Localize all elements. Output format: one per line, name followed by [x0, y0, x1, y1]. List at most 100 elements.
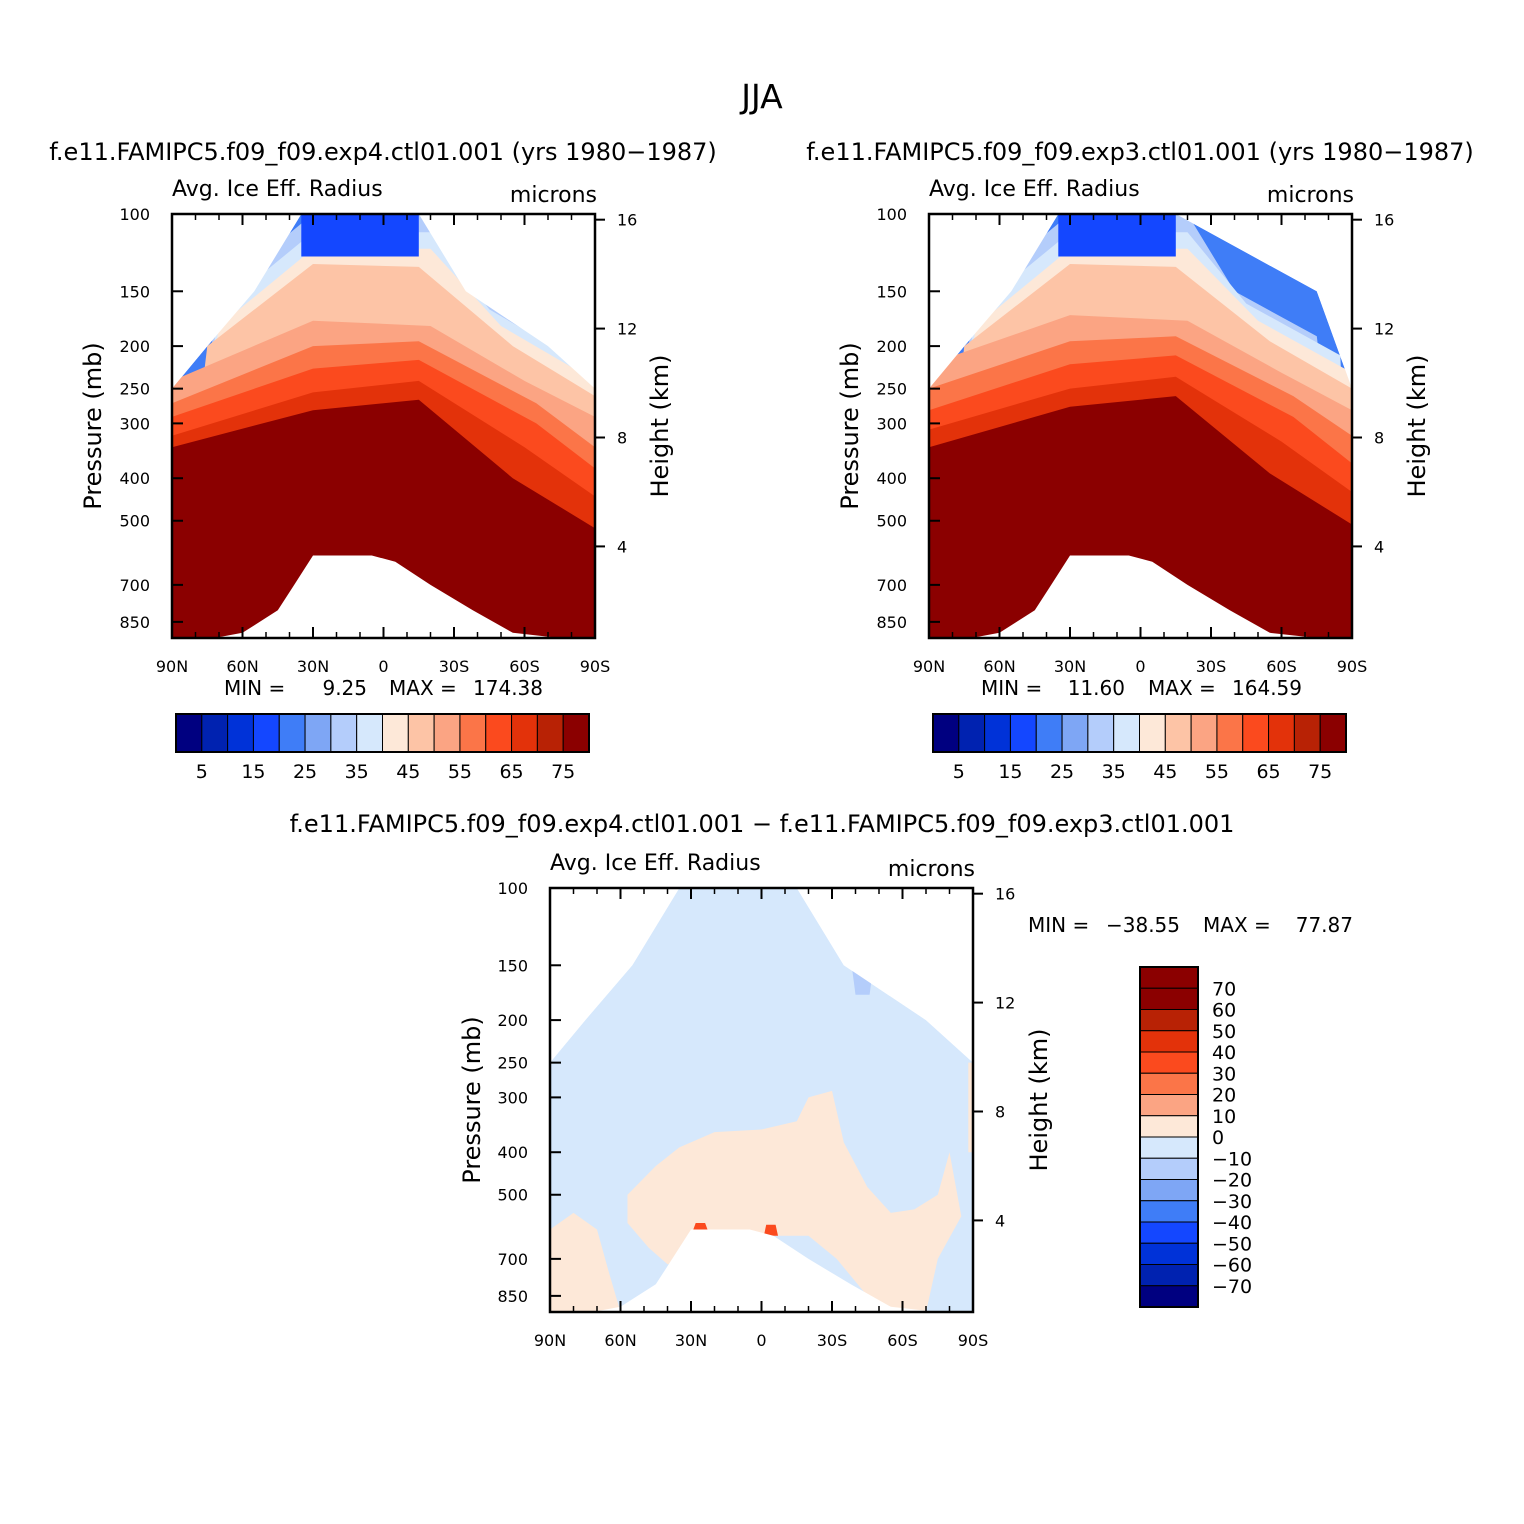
- exp4-mask-bottom: [172, 555, 595, 638]
- exp4-x-tick-label: 30N: [297, 657, 329, 676]
- exp3-colorbar-box: [984, 713, 1011, 753]
- difference-y2-tick-label: 12: [995, 994, 1015, 1013]
- exp3-y-tick-label: 850: [876, 613, 907, 632]
- exp3-mask-bottom: [929, 555, 1352, 638]
- difference-colorbar-box: [1139, 987, 1199, 1010]
- panel-exp4-min-label: MIN =: [224, 676, 285, 700]
- exp4-colorbar-box: [562, 713, 590, 753]
- exp3-x-tick-label: 30S: [1196, 657, 1227, 676]
- panel-exp4: f.e11.FAMIPC5.f09_f09.exp4.ctl01.001 (yr…: [49, 138, 717, 783]
- exp3-x-tick-label: 90N: [913, 657, 945, 676]
- difference-y-tick-label: 700: [497, 1250, 528, 1269]
- exp4-y-tick-label: 500: [119, 512, 150, 531]
- difference-field-red-spot-2: [763, 1224, 778, 1236]
- exp4-y-tick-label: 300: [119, 414, 150, 433]
- difference-colorbar-box: [1139, 1285, 1199, 1308]
- exp3-colorbar-label: 75: [1308, 761, 1332, 783]
- exp4-colorbar-box: [252, 713, 280, 753]
- difference-x-tick-label: 60N: [604, 1331, 636, 1350]
- difference-y-tick-label: 250: [497, 1054, 528, 1073]
- panel-difference-y-axis-label: Pressure (mb): [458, 1016, 486, 1183]
- exp4-colorbar-label: 65: [499, 761, 523, 783]
- exp3-colorbar-label: 5: [953, 761, 965, 783]
- exp4-x-tick-label: 90N: [156, 657, 188, 676]
- exp4-colorbar-box: [330, 713, 358, 753]
- exp3-y2-tick-label: 4: [1374, 537, 1384, 556]
- exp3-colorbar-label: 15: [998, 761, 1022, 783]
- difference-colorbar-box: [1139, 1009, 1199, 1032]
- exp4-colorbar-box: [227, 713, 254, 753]
- panel-exp3-plot: [929, 214, 1352, 638]
- difference-x-tick-label: 30N: [675, 1331, 707, 1350]
- difference-y2-tick-label: 8: [995, 1102, 1005, 1121]
- exp4-colorbar-box: [278, 713, 306, 753]
- panel-exp4-y2-axis-label: Height (km): [646, 355, 674, 498]
- panel-exp3-min-value: 11.60: [1068, 676, 1125, 700]
- exp4-x-tick-label: 60S: [509, 657, 540, 676]
- exp3-colorbar-box: [1293, 713, 1321, 753]
- exp3-colorbar-label: 25: [1050, 761, 1074, 783]
- exp3-y-tick-label: 500: [876, 512, 907, 531]
- exp4-colorbar-box: [511, 713, 538, 753]
- exp4-colorbar-box: [459, 713, 487, 753]
- panel-exp4-max-label: MAX =: [389, 676, 457, 700]
- exp4-y2-tick-label: 4: [617, 537, 627, 556]
- panel-difference-max-label: MAX =: [1203, 913, 1271, 937]
- difference-colorbar-label: 70: [1212, 978, 1236, 1000]
- difference-y-tick-label: 100: [497, 879, 528, 898]
- difference-mask-bottom: [550, 1229, 973, 1312]
- exp4-colorbar-frame: [175, 713, 590, 753]
- exp4-y-tick-label: 700: [119, 576, 150, 595]
- difference-mask-top: [550, 888, 973, 1063]
- difference-colorbar-box: [1139, 1179, 1199, 1202]
- panel-exp4-variable-label: Avg. Ice Eff. Radius: [172, 177, 383, 202]
- panel-difference-plot: [550, 888, 973, 1312]
- exp3-y2-tick-label: 16: [1374, 211, 1394, 230]
- difference-x-tick-label: 30S: [817, 1331, 848, 1350]
- panel-exp4-colorbar: 5 15 25 35 45 55 65 75: [175, 713, 590, 783]
- difference-field-positive-0: [550, 1212, 621, 1312]
- panel-exp4-units-label: microns: [510, 183, 597, 208]
- difference-colorbar-box: [1139, 1221, 1199, 1244]
- figure-title: JJA: [739, 77, 783, 116]
- difference-colorbar-box: [1139, 1094, 1199, 1117]
- exp3-colorbar-label: 55: [1205, 761, 1229, 783]
- exp4-y-tick-label: 150: [119, 282, 150, 301]
- exp3-colorbar-box: [1216, 713, 1244, 753]
- difference-y-tick-label: 150: [497, 956, 528, 975]
- difference-colorbar-label: 10: [1212, 1106, 1236, 1128]
- difference-colorbar-box: [1139, 1072, 1199, 1095]
- exp3-colorbar-label: 45: [1153, 761, 1177, 783]
- exp3-field-level-9: [929, 396, 1352, 638]
- exp3-colorbar-box: [1009, 713, 1037, 753]
- exp4-colorbar-box: [304, 713, 332, 753]
- exp4-colorbar-box: [175, 713, 203, 753]
- difference-y2-tick-label: 4: [995, 1211, 1005, 1230]
- difference-colorbar-label: 0: [1212, 1127, 1224, 1149]
- difference-y-tick-label: 500: [497, 1186, 528, 1205]
- exp3-colorbar-box: [1113, 713, 1140, 753]
- exp4-y-tick-label: 200: [119, 337, 150, 356]
- exp3-colorbar-label: 65: [1256, 761, 1280, 783]
- exp4-x-tick-label: 90S: [580, 657, 611, 676]
- exp3-y-tick-label: 700: [876, 576, 907, 595]
- difference-colorbar-label: −20: [1212, 1170, 1252, 1192]
- difference-colorbar-label: 50: [1212, 1021, 1236, 1043]
- panel-exp4-max-value: 174.38: [473, 676, 543, 700]
- exp3-colorbar-box: [1139, 713, 1166, 753]
- exp4-field-level-9: [172, 399, 595, 638]
- difference-colorbar-label: −30: [1212, 1191, 1252, 1213]
- difference-colorbar-label: −60: [1212, 1255, 1252, 1277]
- exp3-mask-top: [929, 214, 1352, 389]
- difference-colorbar-box: [1139, 1264, 1199, 1287]
- difference-y-tick-label: 300: [497, 1088, 528, 1107]
- exp4-mask-top: [172, 214, 595, 389]
- exp3-colorbar-box: [1190, 713, 1218, 753]
- difference-colorbar-label: 20: [1212, 1085, 1236, 1107]
- exp4-y2-tick-label: 16: [617, 211, 637, 230]
- exp3-colorbar-box: [1268, 713, 1295, 753]
- panel-difference-units-label: microns: [888, 857, 975, 882]
- exp3-x-tick-label: 0: [1135, 657, 1145, 676]
- difference-colorbar-label: −40: [1212, 1212, 1252, 1234]
